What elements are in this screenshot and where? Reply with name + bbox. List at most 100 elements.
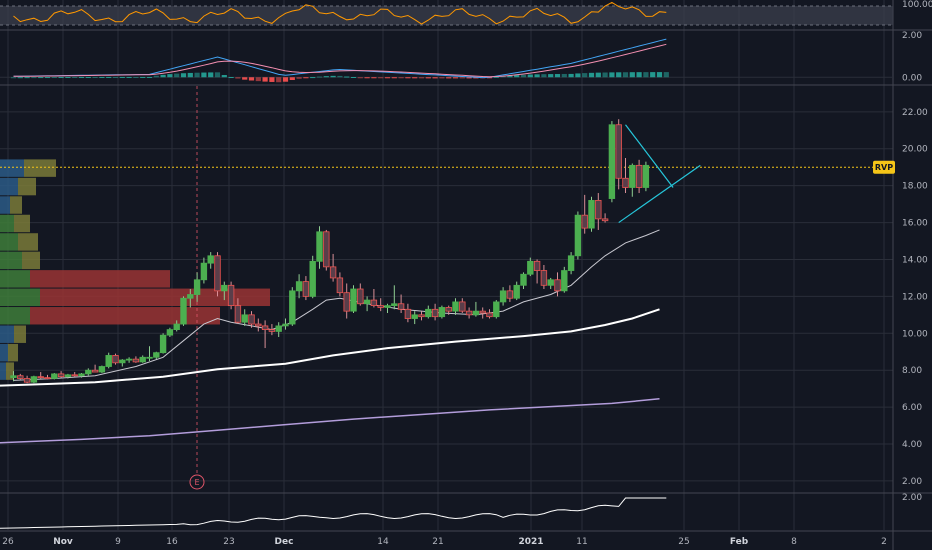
candle-up xyxy=(309,260,316,297)
candle-down xyxy=(595,200,602,220)
macd-histogram-bar xyxy=(493,76,499,78)
x-axis-label: 21 xyxy=(432,537,443,547)
macd-histogram-bar xyxy=(554,74,561,78)
candle-down xyxy=(540,270,548,286)
macd-histogram-bar xyxy=(296,77,302,79)
macd-histogram-bar xyxy=(221,75,227,78)
lower-indicator-line xyxy=(0,497,667,529)
macd-histogram-bar xyxy=(44,77,51,79)
x-axis-label: 2021 xyxy=(518,537,543,547)
macd-histogram-bar xyxy=(534,74,540,78)
x-axis-label: 26 xyxy=(2,537,14,547)
candle-down xyxy=(17,375,24,379)
candle-up xyxy=(282,323,289,327)
volume-profile-bar-green xyxy=(0,288,40,307)
candle-down xyxy=(227,284,235,307)
candle-up xyxy=(547,279,554,286)
candle-down xyxy=(479,310,486,314)
candle-down xyxy=(248,314,255,325)
candle-down xyxy=(329,266,337,279)
candle-up xyxy=(527,260,534,275)
candle-down xyxy=(397,303,405,310)
macd-histogram-bar xyxy=(350,77,357,79)
macd-histogram-bar xyxy=(58,77,64,79)
candle-up xyxy=(139,356,146,363)
event-marker-circle xyxy=(189,474,205,490)
volume-profile-bar-yellow xyxy=(24,159,56,177)
macd-histogram-bar xyxy=(160,74,166,78)
candle-down xyxy=(112,355,119,364)
macd-histogram-bar xyxy=(17,77,23,79)
candle-up xyxy=(105,355,112,367)
volume-profile-bar-yellow xyxy=(10,196,22,214)
macd-histogram-bar xyxy=(289,77,295,81)
candle-down xyxy=(343,292,350,312)
macd-histogram-bar xyxy=(323,76,329,78)
macd-histogram-bar xyxy=(629,72,635,78)
macd-histogram-bar xyxy=(588,72,595,78)
macd-histogram-bar xyxy=(269,77,275,82)
macd-histogram-bar xyxy=(31,77,37,79)
candle-up xyxy=(391,303,398,307)
x-axis-label: 9 xyxy=(115,537,121,547)
macd-histogram-bar xyxy=(187,72,193,78)
macd-histogram-bar xyxy=(602,72,608,78)
candle-up xyxy=(98,366,106,373)
volume-profile-bar-red xyxy=(40,288,270,307)
candle-down xyxy=(601,218,609,222)
macd-histogram-bar xyxy=(10,77,17,79)
triangle-trendline-2 xyxy=(618,164,701,224)
macd-histogram-bar xyxy=(72,76,78,78)
macd-signal-line xyxy=(13,43,667,78)
volume-profile-bar-red xyxy=(30,307,220,325)
candle-down xyxy=(23,378,31,383)
macd-histogram-bar xyxy=(446,77,452,79)
volume-profile-bar-yellow xyxy=(6,362,14,380)
rsi-axis-label: 100.00 xyxy=(902,0,932,10)
macd-histogram-bar xyxy=(595,72,601,78)
macd-histogram-bar xyxy=(527,74,533,78)
candle-up xyxy=(10,375,17,378)
macd-histogram-bar xyxy=(140,76,146,78)
macd-histogram-bar xyxy=(466,77,472,79)
macd-histogram-bar xyxy=(303,77,309,79)
candle-down xyxy=(268,329,276,332)
macd-histogram-bar xyxy=(255,77,261,82)
macd-histogram-bar xyxy=(106,76,112,78)
macd-histogram-bar xyxy=(126,76,132,78)
candle-up xyxy=(574,214,582,257)
candle-up xyxy=(200,262,208,281)
candle-down xyxy=(486,312,493,318)
macd-histogram-bar xyxy=(616,72,622,78)
volume-profile-bar-green xyxy=(0,270,30,288)
volume-profile-bar-blue xyxy=(0,343,8,362)
candle-up xyxy=(78,373,85,377)
x-axis-label: Nov xyxy=(53,537,73,547)
macd-histogram-bar xyxy=(514,75,520,78)
macd-histogram-bar xyxy=(38,77,44,79)
moving-average-line-3 xyxy=(0,398,660,444)
candle-up xyxy=(173,323,180,330)
candle-up xyxy=(153,352,160,358)
candle-up xyxy=(520,273,527,286)
volume-profile-bar-blue xyxy=(0,325,14,343)
macd-histogram-bar xyxy=(78,76,85,78)
macd-histogram-bar xyxy=(548,74,554,78)
macd-histogram-bar xyxy=(330,75,336,78)
candle-up xyxy=(567,255,575,271)
candle-down xyxy=(615,124,622,179)
x-axis-label: 25 xyxy=(678,537,689,547)
candle-down xyxy=(261,325,269,330)
volume-profile-bar-green xyxy=(0,307,30,325)
price-axis-label: 22.00 xyxy=(902,108,928,118)
x-axis-label: 23 xyxy=(223,537,234,547)
macd-histogram-bar xyxy=(582,73,588,78)
x-axis-label: 11 xyxy=(576,537,587,547)
macd-histogram-bar xyxy=(24,77,30,79)
macd-histogram-bar xyxy=(520,74,527,78)
candle-down xyxy=(132,358,140,363)
macd-histogram-bar xyxy=(432,77,438,79)
macd-histogram-bar xyxy=(452,77,459,79)
